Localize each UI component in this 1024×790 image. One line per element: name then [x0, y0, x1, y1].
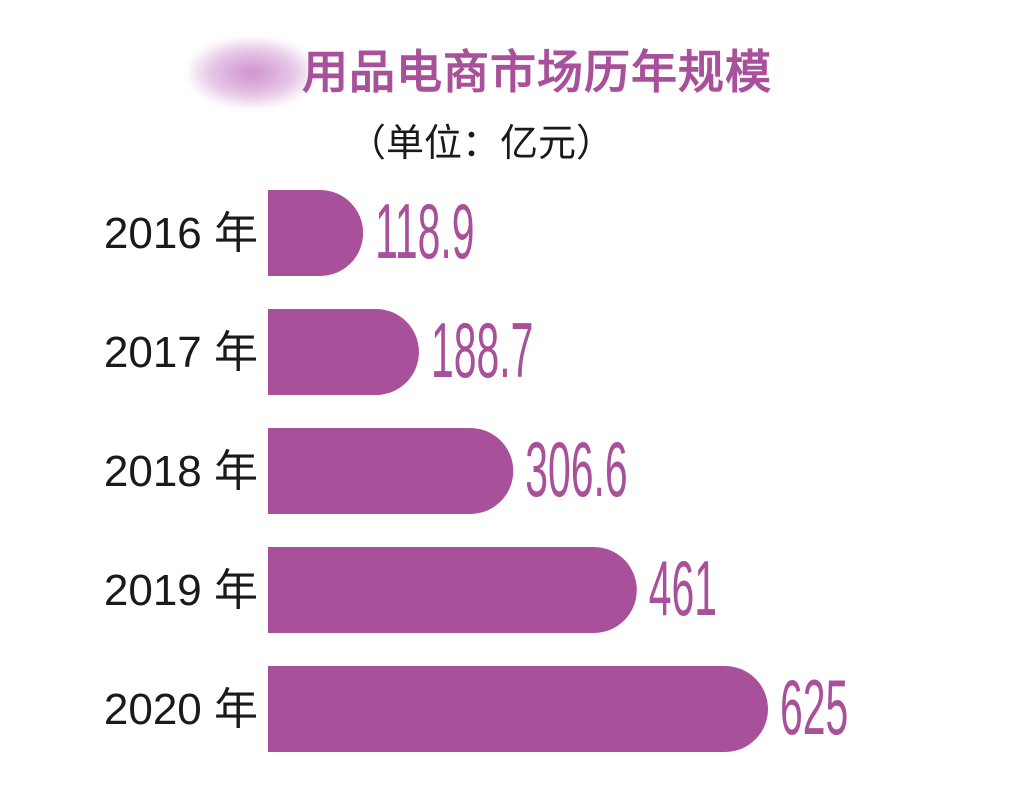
y-tick-label: 2020 年 [104, 685, 258, 734]
data-label: 625 [780, 665, 848, 751]
data-label: 306.6 [525, 427, 627, 513]
data-label: 461 [649, 546, 717, 632]
y-tick-label: 2016 年 [104, 209, 258, 258]
data-label: 118.9 [375, 189, 474, 275]
y-tick-label: 2019 年 [104, 566, 258, 615]
data-label: 188.7 [431, 308, 533, 394]
blurred-redaction [188, 38, 316, 108]
chart-subtitle: （单位：亿元） [348, 121, 615, 165]
y-tick-label: 2017 年 [104, 328, 258, 377]
bar [268, 666, 768, 752]
bar [268, 547, 637, 633]
bar [268, 309, 419, 395]
chart-header: 用品电商市场历年规模 （单位：亿元） [0, 0, 1024, 180]
bar [268, 190, 364, 276]
chart-title: 用品电商市场历年规模 [302, 45, 772, 99]
bars-layer: 2016 年 118.9 2017 年 188.7 2018 年 306.6 2019 年 4… [104, 189, 848, 752]
y-tick-label: 2018 年 [104, 447, 258, 496]
bar [268, 428, 514, 514]
